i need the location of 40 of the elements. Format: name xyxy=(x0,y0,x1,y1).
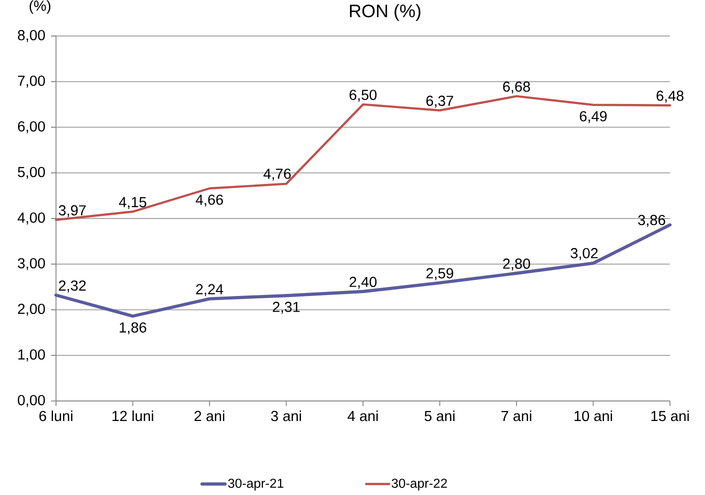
x-tick-label: 6 luni xyxy=(39,410,72,422)
legend-label: 30-apr-21 xyxy=(228,478,284,490)
data-label: 2,31 xyxy=(272,302,300,314)
x-tick-label: 4 ani xyxy=(348,410,378,422)
data-label: 6,68 xyxy=(503,82,530,94)
x-tick-label: 10 ani xyxy=(574,410,612,422)
x-tick-label: 3 ani xyxy=(271,410,301,422)
chart-title: RON (%) xyxy=(350,4,420,21)
data-label: 4,66 xyxy=(196,194,223,207)
data-label: 2,59 xyxy=(426,268,454,280)
data-label: 3,97 xyxy=(58,205,86,218)
x-tick-label: 7 ani xyxy=(502,410,532,422)
y-tick-label: 6,00 xyxy=(18,121,45,134)
data-label: 3,86 xyxy=(638,214,666,227)
data-label: 6,49 xyxy=(580,111,607,124)
y-tick-label: 3,00 xyxy=(18,258,45,270)
y-tick-label: 4,00 xyxy=(18,212,45,224)
data-label: 6,50 xyxy=(350,90,377,102)
data-label: 1,86 xyxy=(120,322,146,334)
data-label: 6,48 xyxy=(656,90,684,103)
data-label: 2,80 xyxy=(503,258,530,271)
data-label: 3,02 xyxy=(570,248,598,260)
y-tick-label: 0,00 xyxy=(18,394,45,407)
y-tick-label: 5,00 xyxy=(18,166,45,179)
data-label: 2,32 xyxy=(58,280,86,292)
data-label: 6,37 xyxy=(426,96,454,108)
data-label: 2,24 xyxy=(196,284,224,296)
legend-label: 30-apr-22 xyxy=(392,478,447,490)
y-axis-title: (%) xyxy=(30,0,50,14)
y-tick-label: 8,00 xyxy=(18,30,45,42)
data-label: 2,40 xyxy=(350,276,377,289)
y-tick-label: 7,00 xyxy=(18,76,45,88)
y-tick-label: 1,00 xyxy=(18,349,45,362)
x-tick-label: 15 ani xyxy=(651,410,689,422)
x-tick-label: 12 luni xyxy=(112,410,154,422)
data-label: 4,76 xyxy=(263,168,291,181)
data-label: 4,15 xyxy=(118,197,146,209)
y-tick-label: 2,00 xyxy=(18,304,45,316)
x-tick-label: 2 ani xyxy=(194,410,224,422)
x-tick-label: 5 ani xyxy=(424,410,454,422)
